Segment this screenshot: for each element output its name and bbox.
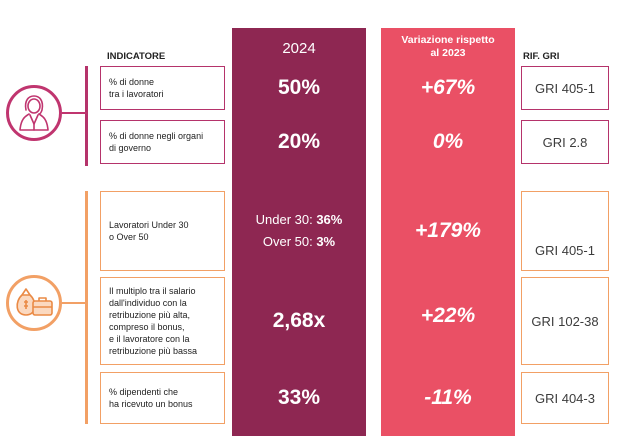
- indicator-line: % dipendenti che: [109, 387, 179, 397]
- indicator-line: % di donne: [109, 77, 155, 87]
- group-women-icon-circle: [6, 85, 62, 141]
- header-year: 2024: [282, 40, 316, 57]
- money-bag-briefcase-icon: [16, 288, 53, 316]
- value-label: Over 50:: [262, 234, 317, 249]
- value-2024-age-groups: Under 30: 36% Over 50: 3%: [232, 191, 366, 271]
- indicator-line: Lavoratori Under 30: [109, 220, 189, 230]
- header-variation-line1: Variazione rispetto: [401, 34, 495, 46]
- column-2024-band: [232, 28, 366, 436]
- indicator-line: o Over 50: [109, 232, 149, 242]
- gri-reference: GRI 405-1: [521, 191, 609, 271]
- group-workforce-bracket: [85, 191, 91, 424]
- gri-reference: GRI 102-38: [521, 277, 609, 365]
- gri-reference: GRI 404-3: [521, 372, 609, 424]
- group-workforce-icon-circle: [6, 275, 62, 331]
- value-under-30: Under 30: 36%: [256, 209, 343, 231]
- header-variation: Variazione rispetto al 2023: [381, 34, 515, 60]
- indicator-line: % di donne negli organi: [109, 131, 204, 141]
- group-women-connector: [62, 112, 87, 114]
- column-variation-band: [381, 28, 515, 436]
- businesswoman-icon: [19, 95, 49, 131]
- indicator-line: compreso il bonus,: [109, 322, 185, 332]
- indicator-line: retribuzione più bassa: [109, 346, 198, 356]
- gri-reference: GRI 2.8: [521, 120, 609, 164]
- indicator-women-governance: % di donne negli organi di governo: [100, 120, 225, 164]
- variation-value: 0%: [432, 130, 464, 153]
- indicator-bonus: % dipendenti che ha ricevuto un bonus: [100, 372, 225, 424]
- indicator-line: Il multiplo tra il salario: [109, 286, 196, 296]
- indicator-line: tra i lavoratori: [109, 89, 164, 99]
- variation-value: +179%: [415, 219, 481, 242]
- variation-value: +22%: [420, 304, 476, 327]
- indicator-line: retribuzione più alta,: [109, 310, 191, 320]
- value-number: 36%: [316, 212, 343, 227]
- variation-value: +67%: [420, 76, 476, 99]
- gri-reference: GRI 405-1: [521, 66, 609, 110]
- indicator-age-groups: Lavoratori Under 30 o Over 50: [100, 191, 225, 271]
- group-women-bracket: [85, 66, 91, 166]
- value-number: 3%: [316, 234, 336, 249]
- value-2024: 20%: [277, 130, 321, 153]
- group-workforce-connector: [62, 302, 87, 304]
- value-2024: 33%: [277, 386, 321, 409]
- value-over-50: Over 50: 3%: [263, 231, 335, 253]
- indicator-line: e il lavoratore con la: [109, 334, 190, 344]
- header-rif-gri: RIF. GRI: [523, 51, 560, 62]
- indicator-line: ha ricevuto un bonus: [109, 399, 193, 409]
- header-variation-line2: al 2023: [430, 47, 466, 59]
- header-indicatore: INDICATORE: [107, 51, 166, 62]
- value-2024: 50%: [277, 76, 321, 99]
- indicator-women-workers: % di donne tra i lavoratori: [100, 66, 225, 110]
- indicator-pay-ratio: Il multiplo tra il salario dall'individu…: [100, 277, 225, 365]
- indicator-line: di governo: [109, 143, 152, 153]
- variation-value: -11%: [424, 386, 472, 409]
- value-2024: 2,68x: [272, 309, 326, 332]
- value-label: Under 30:: [255, 212, 317, 227]
- indicator-line: dall'individuo con la: [109, 298, 187, 308]
